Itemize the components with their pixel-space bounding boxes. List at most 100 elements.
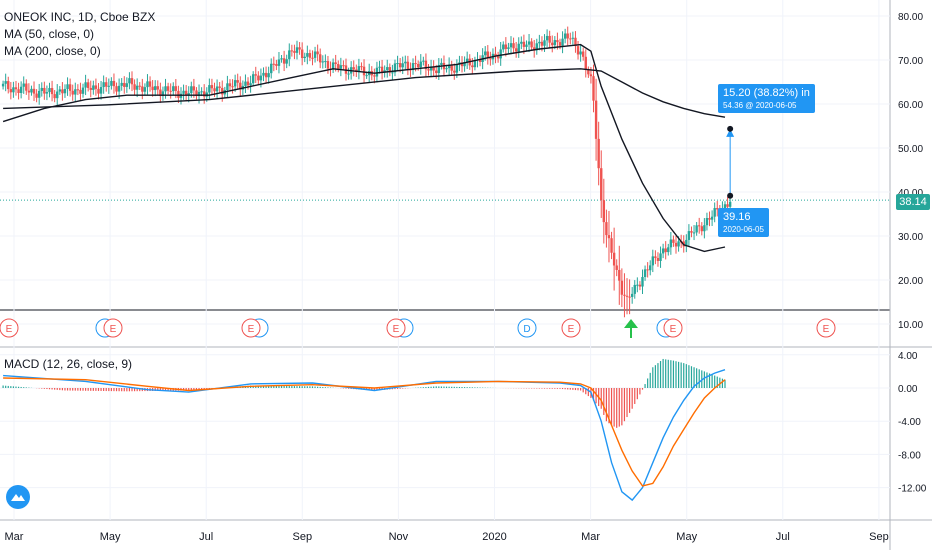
- candle-body: [342, 65, 345, 67]
- candle-body: [674, 242, 678, 247]
- candle-body: [300, 49, 304, 59]
- event-marker-label: D: [523, 324, 530, 335]
- tradingview-logo-icon[interactable]: [6, 485, 30, 509]
- candle-body: [618, 269, 621, 281]
- candle-body: [169, 90, 172, 92]
- candle-body: [9, 89, 13, 93]
- legend-macd: MACD (12, 26, close, 9): [4, 357, 133, 371]
- candle-body: [138, 85, 141, 87]
- candle-body: [625, 295, 629, 297]
- candle-body: [192, 86, 196, 91]
- candle-body: [602, 200, 606, 223]
- time-tick-label: Sep: [869, 531, 889, 543]
- candle-body: [584, 56, 587, 71]
- earnings-marker: [0, 318, 19, 338]
- candle-body: [43, 87, 46, 94]
- candle-body: [236, 80, 239, 83]
- candle-body: [391, 72, 394, 74]
- candle-body: [563, 33, 567, 39]
- candle-body: [502, 44, 505, 50]
- candle-body: [411, 63, 415, 71]
- candle-body: [97, 88, 100, 94]
- candle-body: [435, 70, 438, 74]
- candle-body: [685, 239, 688, 247]
- candle-body: [177, 90, 180, 98]
- macd-tick-label: -4.00: [898, 417, 921, 428]
- price-tick-label: 30.00: [898, 232, 923, 243]
- candle-body: [112, 80, 116, 87]
- candle-body: [146, 81, 149, 88]
- time-tick-label: May: [676, 531, 697, 543]
- candle-body: [277, 59, 281, 66]
- candle-body: [272, 63, 276, 65]
- candle-body: [450, 64, 453, 71]
- time-tick-label: 2020: [482, 531, 506, 543]
- measure-target: 54.36 @ 2020-06-05: [723, 101, 797, 110]
- candle-body: [527, 41, 531, 45]
- event-marker-label: E: [393, 324, 400, 335]
- candle-body: [257, 75, 260, 81]
- earnings-marker: [561, 318, 581, 338]
- candle-body: [264, 72, 268, 78]
- earnings-marker: [816, 318, 836, 338]
- macd-tick-label: -12.00: [898, 484, 927, 495]
- candle-body: [726, 204, 729, 207]
- candles: [1, 26, 732, 318]
- candle-body: [455, 64, 459, 73]
- candle-body: [215, 86, 219, 92]
- candle-body: [499, 49, 502, 59]
- candle-body: [440, 62, 443, 65]
- candle-body: [672, 239, 675, 243]
- candle-body: [561, 38, 564, 46]
- candle-body: [313, 51, 317, 58]
- candle-body: [218, 86, 221, 88]
- candle-body: [331, 62, 335, 70]
- candle-body: [133, 84, 136, 90]
- candle-body: [130, 78, 134, 85]
- candle-body: [447, 64, 451, 69]
- candle-body: [123, 82, 126, 87]
- candle-body: [306, 53, 309, 57]
- candle-body: [401, 63, 404, 68]
- candle-body: [703, 225, 706, 232]
- candle-body: [190, 86, 193, 94]
- price-tick-label: 50.00: [898, 144, 923, 155]
- candle-body: [695, 225, 698, 233]
- candle-body: [373, 75, 376, 77]
- candle-body: [360, 66, 363, 68]
- candle-body: [393, 63, 397, 73]
- candle-body: [19, 86, 23, 93]
- candle-body: [32, 88, 36, 94]
- candle-body: [172, 86, 175, 92]
- candle-body: [517, 43, 520, 52]
- candle-body: [463, 62, 466, 67]
- candle-body: [600, 168, 603, 201]
- candle-body: [514, 48, 518, 52]
- candle-body: [267, 73, 270, 78]
- candle-body: [486, 51, 489, 59]
- candle-body: [288, 50, 291, 60]
- candle-body: [148, 81, 152, 87]
- candle-body: [12, 87, 15, 93]
- candle-body: [280, 58, 283, 60]
- candle-body: [633, 284, 636, 294]
- candle-body: [525, 44, 528, 47]
- candle-body: [404, 61, 407, 64]
- candle-body: [298, 47, 301, 50]
- candle-body: [375, 67, 379, 77]
- candle-body: [120, 82, 123, 86]
- event-marker-label: E: [823, 324, 830, 335]
- event-marker-label: E: [568, 324, 575, 335]
- candle-body: [636, 284, 639, 286]
- candle-body: [698, 225, 701, 227]
- candle-body: [4, 81, 7, 84]
- candle-body: [143, 87, 147, 92]
- measure-arrow-icon: [726, 128, 735, 137]
- candle-body: [84, 82, 87, 88]
- event-marker-label: E: [110, 324, 117, 335]
- candle-body: [166, 86, 170, 91]
- candle-body: [319, 54, 322, 63]
- candle-body: [656, 258, 660, 261]
- candle-body: [159, 89, 162, 97]
